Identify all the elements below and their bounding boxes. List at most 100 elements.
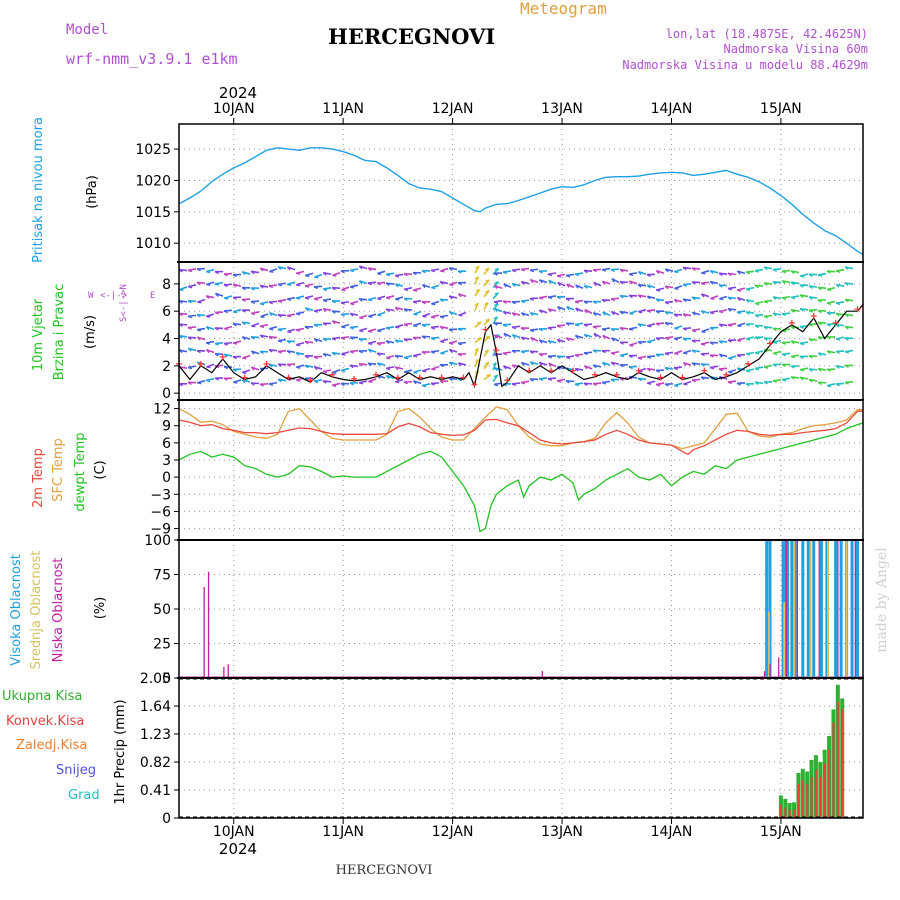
wind-y-tick-label: 0 bbox=[162, 386, 171, 402]
wind-arrow-head bbox=[474, 347, 479, 352]
wind-arrow-head bbox=[593, 282, 597, 287]
wind-arrow-head bbox=[647, 382, 652, 385]
wind-arrow-head bbox=[745, 383, 750, 387]
panel-frame bbox=[178, 399, 864, 541]
wind-arrow-head bbox=[484, 349, 489, 353]
wind-arrow-head bbox=[637, 341, 642, 345]
wind-arrow-head bbox=[367, 362, 372, 367]
wind-arrow-head bbox=[682, 298, 687, 303]
wind-arrow-head bbox=[232, 296, 237, 300]
wind-arrow-head bbox=[565, 337, 570, 342]
wind-arrow-head bbox=[817, 352, 822, 357]
wind-gust-mark bbox=[832, 319, 839, 326]
lonlat-text: lon,lat (18.4875E, 42.4625N) bbox=[666, 27, 868, 41]
wind-arrow-head bbox=[619, 295, 624, 299]
wind-gust-mark bbox=[613, 371, 620, 378]
wind-arrow-head bbox=[844, 325, 849, 330]
wind-arrow-head bbox=[691, 296, 696, 301]
wind-arrow-head bbox=[224, 297, 229, 300]
wind-arrow-head bbox=[547, 327, 552, 331]
wind-arrow-head bbox=[781, 341, 786, 345]
cloud-low-label: Niska Oblacnost bbox=[51, 558, 66, 663]
wind-arrow-head bbox=[484, 361, 490, 365]
wind-arrow-head bbox=[655, 369, 660, 373]
wind-arrow-head bbox=[781, 363, 786, 368]
wind-arrow-head bbox=[214, 283, 220, 286]
wind-arrow-head bbox=[449, 284, 454, 287]
wind-arrow-head bbox=[538, 328, 543, 332]
wind-arrow-head bbox=[610, 352, 616, 356]
wind-arrow-head bbox=[790, 340, 795, 345]
wind-arrow-head bbox=[206, 283, 211, 286]
wind-arrow-head bbox=[763, 337, 768, 341]
wind-arrow-head bbox=[808, 338, 813, 342]
wind-arrow-head bbox=[799, 284, 804, 288]
wind-arrow-head bbox=[620, 354, 625, 358]
wind-arrow-head bbox=[826, 323, 831, 327]
wind-arrow-head bbox=[503, 332, 507, 338]
wind-arrow-head bbox=[485, 289, 490, 293]
wind-label-1: 10m Vjetar bbox=[31, 298, 46, 371]
cloud-y-tick-label: 0 bbox=[162, 671, 171, 687]
wind-arrow-head bbox=[358, 298, 363, 302]
wind-arrow-head bbox=[385, 282, 390, 287]
wind-arrow-head bbox=[277, 266, 282, 270]
wind-label-2: Brzina i Pravac bbox=[52, 284, 67, 381]
wind-arrow-head bbox=[259, 285, 264, 289]
precip-conv-bar bbox=[814, 770, 817, 818]
wind-arrow-head bbox=[844, 266, 849, 271]
wind-arrow-head bbox=[394, 354, 399, 359]
wind-arrow-head bbox=[556, 275, 562, 278]
wind-gust-mark bbox=[788, 319, 795, 326]
footer-station: HERCEGNOVI bbox=[336, 863, 433, 878]
wind-arrow-head bbox=[781, 270, 786, 274]
wind-y-tick-label: 4 bbox=[162, 332, 171, 348]
wind-gust-mark bbox=[197, 360, 204, 367]
precip-conv-bar bbox=[797, 783, 800, 818]
wind-arrow-head bbox=[377, 329, 382, 333]
wind-arrow-head bbox=[368, 298, 373, 302]
wind-arrow-head bbox=[691, 362, 696, 367]
wind-arrow-head bbox=[529, 312, 534, 316]
pressure-line bbox=[178, 147, 864, 256]
wind-arrow-head bbox=[592, 364, 597, 369]
wind-arrow-head bbox=[601, 350, 606, 354]
wind-arrow-head bbox=[232, 274, 237, 278]
wind-arrow-head bbox=[619, 327, 624, 331]
wind-arrow-head bbox=[313, 310, 319, 313]
wind-arrow-head bbox=[341, 326, 346, 329]
wind-arrow-head bbox=[430, 351, 436, 354]
wind-arrow-head bbox=[268, 335, 273, 340]
wind-arrow-head bbox=[358, 363, 363, 367]
wind-gust-mark bbox=[460, 374, 467, 381]
wind-arrow-head bbox=[358, 265, 363, 270]
wind-arrow-head bbox=[520, 336, 525, 341]
panel-frame bbox=[178, 123, 864, 263]
wind-arrow-head bbox=[718, 340, 723, 344]
precip-y-tick-label: 1.64 bbox=[140, 699, 171, 715]
wind-arrow-head bbox=[386, 357, 391, 360]
wind-arrow-head bbox=[187, 269, 193, 273]
wind-arrow-head bbox=[367, 282, 372, 286]
wind-arrow-head bbox=[241, 286, 246, 291]
wind-arrow-head bbox=[511, 326, 517, 330]
wind-arrow-head bbox=[844, 364, 849, 368]
wind-arrow-head bbox=[430, 382, 435, 386]
wind-arrow-head bbox=[223, 273, 228, 277]
wind-arrow-head bbox=[547, 273, 553, 277]
wind-arrow-head bbox=[736, 367, 741, 372]
temp-y-tick-label: −6 bbox=[150, 504, 171, 520]
wind-arrow-head bbox=[196, 336, 201, 341]
wind-arrow-head bbox=[736, 270, 741, 275]
precip-unit: 1hr Precip (mm) bbox=[113, 699, 128, 804]
wind-arrow-head bbox=[835, 365, 840, 369]
elevation-text: Nadmorska Visina 60m bbox=[724, 42, 869, 56]
wind-arrow-head bbox=[223, 366, 228, 370]
wind-arrow-head bbox=[296, 297, 301, 300]
precip-conv-bar bbox=[810, 777, 813, 818]
wind-arrow-head bbox=[799, 369, 805, 372]
wind-arrow-head bbox=[610, 298, 615, 302]
wind-arrow-head bbox=[529, 361, 534, 366]
wind-unit: (m/s) bbox=[83, 315, 98, 349]
wind-arrow-head bbox=[214, 353, 219, 357]
